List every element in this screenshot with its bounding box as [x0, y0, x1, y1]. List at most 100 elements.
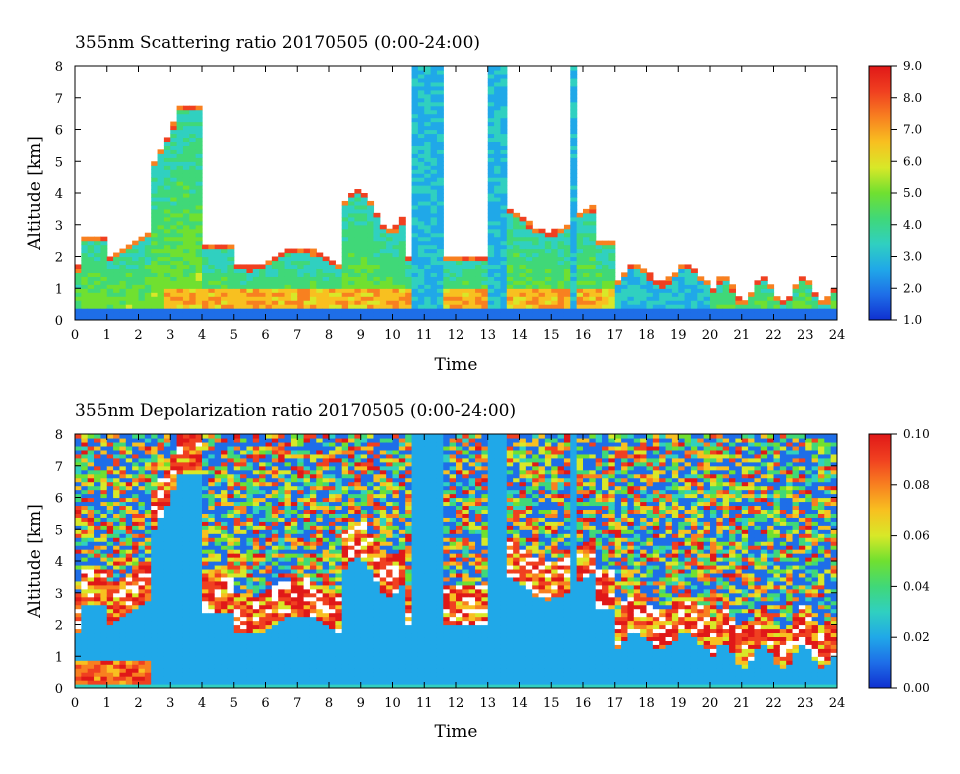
- heatmap-cell: [196, 114, 203, 119]
- heatmap-cell: [246, 474, 253, 479]
- heatmap-cell: [329, 288, 336, 293]
- heatmap-cell: [500, 177, 507, 182]
- heatmap-cell: [208, 486, 215, 491]
- heatmap-cell: [81, 557, 88, 562]
- heatmap-cell: [266, 458, 273, 463]
- heatmap-cell: [183, 533, 190, 538]
- heatmap-cell: [170, 589, 177, 594]
- heatmap-cell: [139, 549, 146, 554]
- heatmap-cell: [227, 617, 234, 622]
- heatmap-cell: [145, 308, 152, 313]
- heatmap-cell: [640, 300, 647, 305]
- heatmap-cell: [107, 288, 114, 293]
- heatmap-cell: [285, 264, 292, 269]
- heatmap-cell: [240, 525, 247, 530]
- heatmap-cell: [278, 589, 285, 594]
- heatmap-cell: [532, 253, 539, 258]
- heatmap-cell: [393, 257, 400, 262]
- x-tick-label: 14: [511, 328, 528, 343]
- heatmap-cell: [424, 86, 431, 91]
- heatmap-cell: [704, 280, 711, 285]
- heatmap-cell: [158, 221, 165, 226]
- heatmap-cell: [532, 249, 539, 254]
- heatmap-cell: [431, 304, 438, 309]
- heatmap-cell: [126, 260, 133, 265]
- heatmap-cell: [113, 640, 120, 645]
- heatmap-cell: [107, 482, 114, 487]
- heatmap-cell: [570, 233, 577, 238]
- heatmap-cell: [272, 280, 279, 285]
- heatmap-cell: [246, 458, 253, 463]
- heatmap-cell: [729, 304, 736, 309]
- heatmap-cell: [539, 292, 546, 297]
- heatmap-cell: [88, 617, 95, 622]
- heatmap-cell: [88, 557, 95, 562]
- heatmap-cell: [653, 284, 660, 289]
- heatmap-cell: [246, 264, 253, 269]
- heatmap-cell: [558, 264, 565, 269]
- heatmap-cell: [259, 272, 266, 277]
- heatmap-cell: [354, 201, 361, 206]
- heatmap-cell: [246, 501, 253, 506]
- heatmap-cell: [424, 141, 431, 146]
- heatmap-cell: [583, 221, 590, 226]
- heatmap-cell: [278, 474, 285, 479]
- heatmap-cell: [500, 110, 507, 115]
- heatmap-cell: [431, 161, 438, 166]
- heatmap-cell: [107, 490, 114, 495]
- heatmap-cell: [246, 276, 253, 281]
- heatmap-cell: [221, 312, 228, 317]
- heatmap-cell: [132, 521, 139, 526]
- heatmap-cell: [266, 288, 273, 293]
- heatmap-cell: [94, 458, 101, 463]
- heatmap-cell: [221, 529, 228, 534]
- heatmap-cell: [145, 557, 152, 562]
- heatmap-cell: [234, 458, 241, 463]
- heatmap-cell: [488, 181, 495, 186]
- heatmap-cell: [158, 280, 165, 285]
- heatmap-cell: [291, 296, 298, 301]
- heatmap-cell: [507, 253, 514, 258]
- heatmap-cell: [202, 565, 209, 570]
- heatmap-cell: [272, 573, 279, 578]
- heatmap-cell: [266, 308, 273, 313]
- heatmap-cell: [158, 521, 165, 526]
- heatmap-cell: [481, 284, 488, 289]
- heatmap-cell: [132, 529, 139, 534]
- heatmap-cell: [285, 505, 292, 510]
- heatmap-cell: [285, 680, 292, 685]
- heatmap-cell: [202, 573, 209, 578]
- heatmap-cell: [240, 470, 247, 475]
- heatmap-cell: [666, 284, 673, 289]
- heatmap-cell: [424, 213, 431, 218]
- heatmap-cell: [507, 288, 514, 293]
- heatmap-cell: [139, 644, 146, 649]
- heatmap-cell: [570, 213, 577, 218]
- heatmap-cell: [170, 149, 177, 154]
- heatmap-cell: [532, 284, 539, 289]
- heatmap-cell: [119, 613, 126, 618]
- heatmap-cell: [824, 304, 831, 309]
- heatmap-cell: [196, 517, 203, 522]
- heatmap-cell: [342, 209, 349, 214]
- heatmap-cell: [259, 505, 266, 510]
- heatmap-cell: [227, 648, 234, 653]
- heatmap-cell: [494, 185, 501, 190]
- heatmap-cell: [145, 601, 152, 606]
- heatmap-cell: [221, 553, 228, 558]
- heatmap-cell: [240, 458, 247, 463]
- heatmap-cell: [266, 565, 273, 570]
- heatmap-cell: [183, 549, 190, 554]
- heatmap-cell: [100, 454, 107, 459]
- heatmap-cell: [145, 549, 152, 554]
- heatmap-cell: [151, 529, 158, 534]
- heatmap-cell: [475, 268, 482, 273]
- heatmap-cell: [285, 249, 292, 254]
- heatmap-cell: [412, 300, 419, 305]
- heatmap-cell: [221, 581, 228, 586]
- heatmap-cell: [742, 312, 749, 317]
- heatmap-cell: [253, 434, 260, 439]
- heatmap-cell: [107, 260, 114, 265]
- heatmap-cell: [164, 482, 171, 487]
- heatmap-cell: [196, 597, 203, 602]
